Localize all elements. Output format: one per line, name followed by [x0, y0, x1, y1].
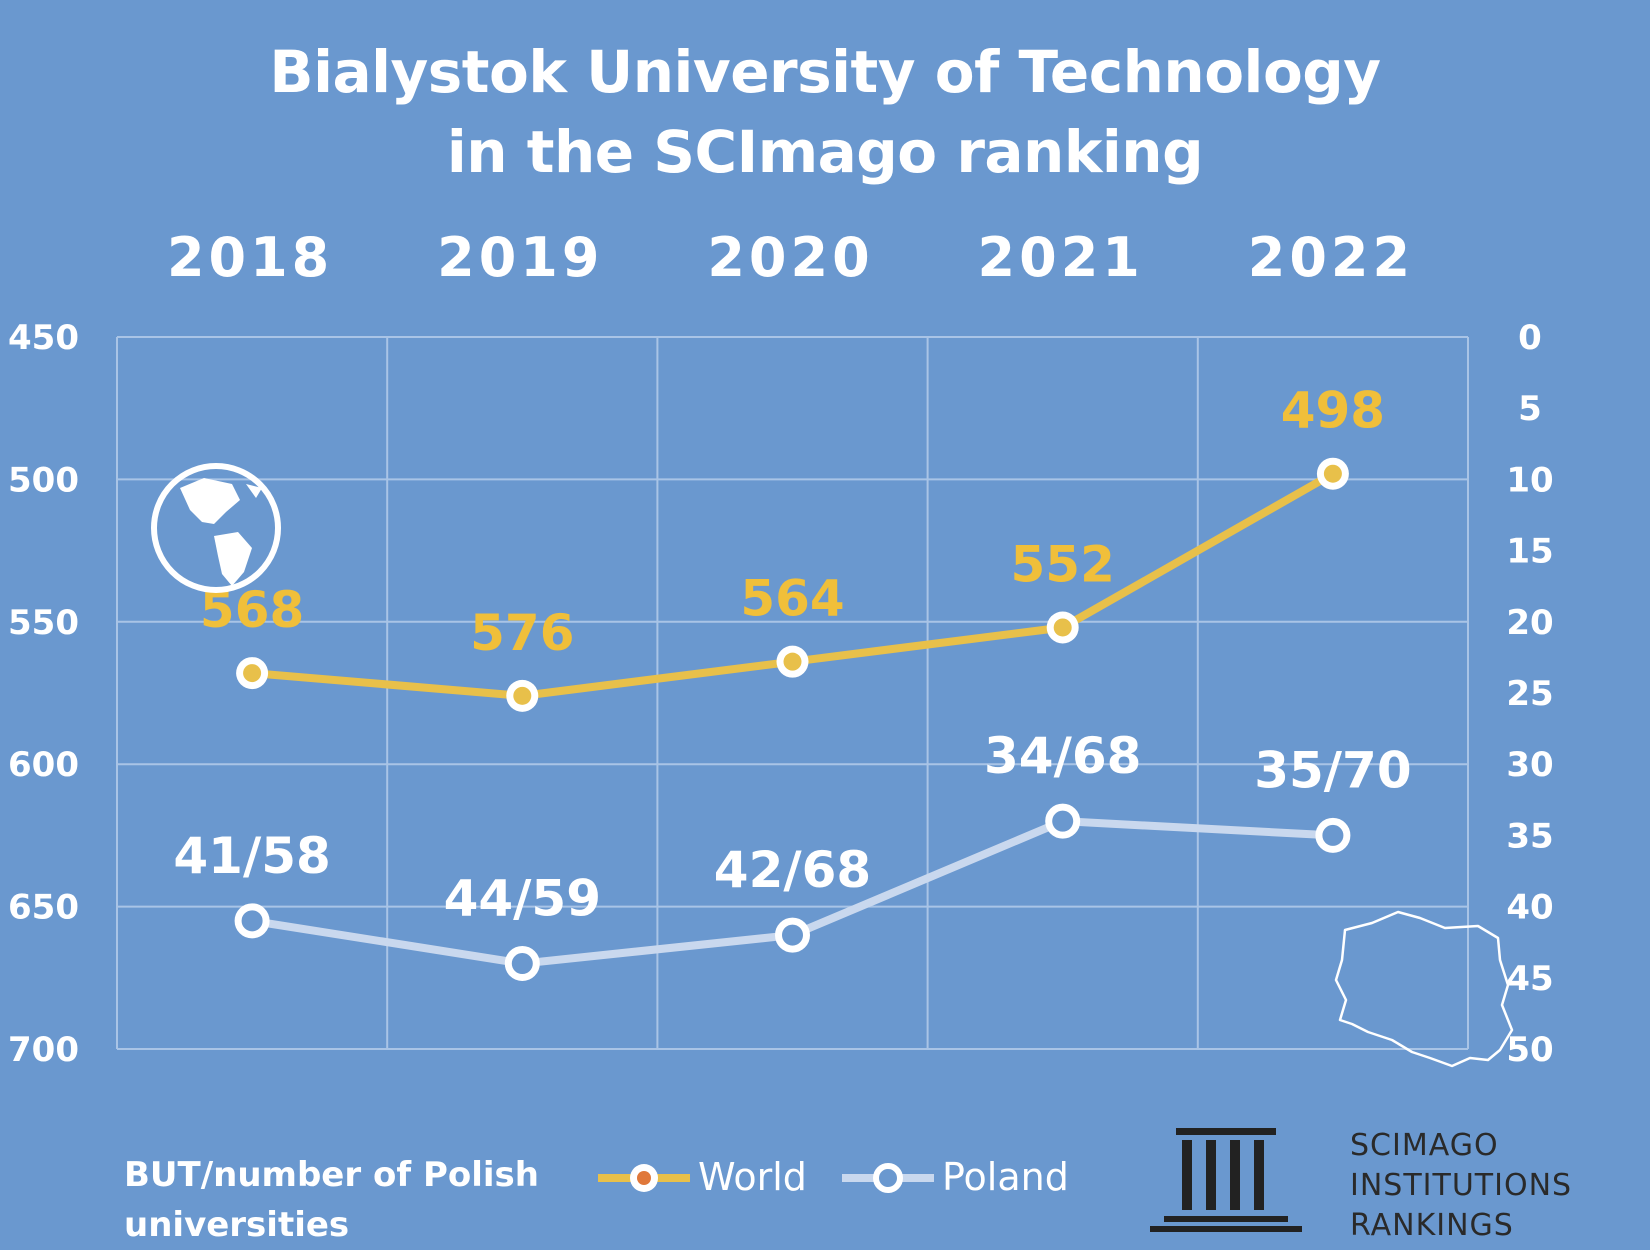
data-point-poland	[1315, 817, 1351, 853]
data-point-world-center	[1053, 618, 1072, 637]
data-point-world-center	[1323, 464, 1342, 483]
legend-label-world: World	[698, 1155, 807, 1199]
brand-text: SCIMAGO INSTITUTIONS RANKINGS	[1350, 1126, 1572, 1246]
data-label-poland: 44/59	[444, 870, 601, 928]
institution-columns-icon	[1150, 1128, 1302, 1232]
globe-icon-outline	[151, 463, 281, 593]
data-label-world: 498	[1281, 382, 1385, 440]
data-label-world: 564	[740, 570, 844, 628]
data-point-world-center	[783, 652, 802, 671]
brand-line-2: INSTITUTIONS	[1350, 1168, 1573, 1203]
category-label: 2021	[978, 226, 1144, 289]
axis-note-line-2: universities	[124, 1205, 350, 1245]
logo-top-bar	[1176, 1128, 1276, 1135]
data-point-poland	[234, 903, 270, 939]
globe-icon	[151, 463, 281, 593]
data-point-world-center	[513, 686, 532, 705]
legend-label-poland: Poland	[942, 1155, 1069, 1199]
logo-base-1	[1164, 1216, 1288, 1222]
right-axis-tick-label: 25	[1506, 674, 1553, 714]
axis-note: BUT/number of Polish universities	[124, 1150, 544, 1250]
data-point-poland	[1045, 803, 1081, 839]
right-axis-tick-label: 45	[1506, 959, 1553, 999]
legend-marker-world	[598, 1164, 690, 1192]
logo-base-2	[1150, 1226, 1302, 1232]
grid-lines	[116, 336, 1469, 1050]
left-axis-tick-label: 600	[8, 745, 79, 785]
right-axis-tick-label: 5	[1518, 389, 1542, 429]
category-label: 2020	[707, 226, 873, 289]
right-axis-tick-label: 50	[1506, 1030, 1553, 1070]
logo-column	[1254, 1140, 1264, 1210]
category-label: 2018	[167, 226, 333, 289]
category-label: 2019	[437, 226, 603, 289]
globe-icon-land-south	[214, 532, 252, 586]
legend-dot-world-center	[637, 1171, 651, 1185]
data-label-poland: 41/58	[173, 827, 330, 885]
data-label-world: 552	[1011, 535, 1115, 593]
data-label-poland: 42/68	[714, 841, 871, 899]
right-axis-tick-label: 35	[1506, 816, 1553, 856]
data-label-poland: 35/70	[1254, 741, 1411, 799]
data-point-poland	[775, 917, 810, 953]
left-axis-tick-label: 550	[8, 603, 79, 643]
brand-line-1: SCIMAGO	[1350, 1128, 1499, 1163]
logo-column	[1206, 1140, 1216, 1210]
axis-note-line-1: BUT/number of Polish	[124, 1155, 539, 1195]
data-point-poland	[504, 946, 540, 982]
chart-title-line-1: Bialystok University of Technology	[269, 38, 1381, 106]
legend-dot-poland	[873, 1163, 903, 1193]
brand-line-3: RANKINGS	[1350, 1208, 1514, 1243]
data-point-world-center	[243, 664, 262, 683]
left-axis-tick-label: 700	[8, 1030, 79, 1070]
globe-icon-land-north	[180, 478, 240, 524]
right-axis-tick-label: 20	[1506, 603, 1553, 643]
poland-map-icon	[1334, 910, 1514, 1068]
left-axis-tick-label: 450	[8, 318, 79, 358]
globe-icon-land-island	[246, 484, 262, 498]
chart-title-line-2: in the SCImago ranking	[446, 118, 1204, 186]
right-axis-tick-label: 10	[1506, 460, 1553, 500]
right-axis-tick-label: 40	[1506, 888, 1553, 928]
data-label-world: 576	[470, 604, 574, 662]
right-axis-tick-label: 30	[1506, 745, 1553, 785]
logo-column	[1182, 1140, 1192, 1210]
logo-column	[1230, 1140, 1240, 1210]
data-label-poland: 34/68	[984, 727, 1141, 785]
left-axis-tick-label: 500	[8, 460, 79, 500]
right-axis-tick-label: 15	[1506, 532, 1553, 572]
category-label: 2022	[1248, 226, 1414, 289]
legend-marker-poland	[842, 1163, 934, 1193]
right-axis-tick-label: 0	[1518, 318, 1542, 358]
left-axis-tick-label: 650	[8, 888, 79, 928]
